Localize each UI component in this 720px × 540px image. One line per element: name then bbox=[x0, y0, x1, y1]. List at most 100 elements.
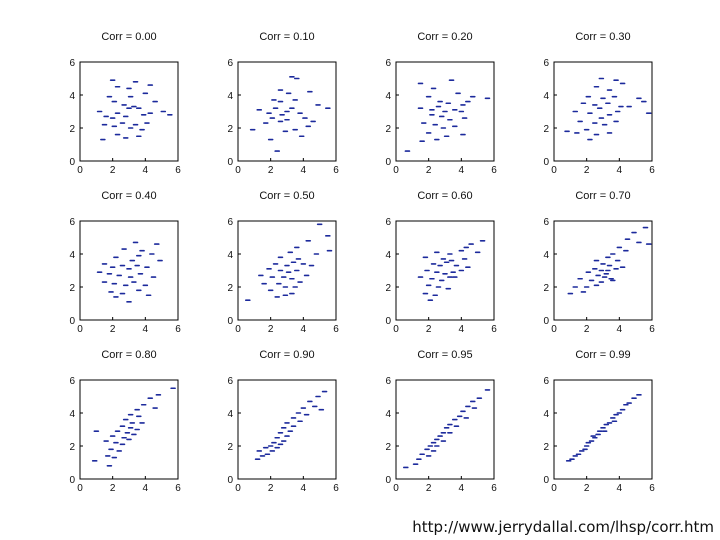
x-tick-label: 0 bbox=[393, 324, 399, 335]
x-tick-label: 4 bbox=[459, 324, 465, 335]
y-tick-label: 2 bbox=[385, 124, 391, 135]
x-tick-label: 2 bbox=[426, 324, 432, 335]
panel-title: Corr = 0.60 bbox=[417, 190, 472, 202]
y-tick-label: 4 bbox=[69, 91, 75, 102]
y-tick-label: 0 bbox=[69, 157, 75, 168]
x-tick-label: 4 bbox=[143, 483, 149, 494]
x-tick-label: 4 bbox=[617, 165, 623, 176]
x-tick-label: 4 bbox=[459, 483, 465, 494]
x-tick-label: 4 bbox=[617, 324, 623, 335]
plot-frame bbox=[395, 220, 495, 321]
x-tick-label: 2 bbox=[110, 483, 116, 494]
x-tick-label: 2 bbox=[268, 324, 274, 335]
y-tick-label: 0 bbox=[227, 157, 233, 168]
plot-frame bbox=[79, 220, 179, 321]
panel-title: Corr = 0.00 bbox=[101, 31, 156, 43]
x-tick-label: 0 bbox=[235, 165, 241, 176]
y-tick-label: 4 bbox=[227, 91, 233, 102]
x-tick-label: 4 bbox=[301, 165, 307, 176]
y-tick-label: 4 bbox=[69, 250, 75, 261]
y-tick-label: 6 bbox=[69, 58, 75, 69]
scatter-panel: Corr = 0.80 0 2 4 6 0 2 4 6 bbox=[69, 349, 181, 494]
scatter-panel: Corr = 0.40 0 2 4 6 0 2 4 6 bbox=[69, 190, 181, 335]
y-tick-label: 4 bbox=[227, 250, 233, 261]
x-tick-label: 0 bbox=[235, 324, 241, 335]
y-tick-label: 6 bbox=[543, 217, 549, 228]
x-tick-label: 0 bbox=[393, 483, 399, 494]
panel-title: Corr = 0.30 bbox=[575, 31, 630, 43]
scatter-plot-grid: Corr = 0.00 0 2 4 6 0 2 4 6 Corr = 0.10 0 2 4 6 0 2 4 6 Co… bbox=[69, 31, 655, 494]
plot-frame bbox=[237, 220, 337, 321]
x-tick-label: 0 bbox=[393, 165, 399, 176]
scatter-panel: Corr = 0.10 0 2 4 6 0 2 4 6 bbox=[227, 31, 339, 176]
x-tick-label: 6 bbox=[333, 483, 339, 494]
plot-frame bbox=[79, 61, 179, 162]
y-tick-label: 0 bbox=[543, 475, 549, 486]
x-tick-label: 4 bbox=[617, 483, 623, 494]
panel-title: Corr = 0.80 bbox=[101, 349, 156, 361]
y-tick-label: 0 bbox=[543, 157, 549, 168]
y-tick-label: 0 bbox=[385, 475, 391, 486]
x-tick-label: 2 bbox=[268, 483, 274, 494]
y-tick-label: 2 bbox=[543, 283, 549, 294]
y-tick-label: 2 bbox=[385, 442, 391, 453]
x-tick-label: 6 bbox=[491, 483, 497, 494]
y-tick-label: 2 bbox=[227, 283, 233, 294]
x-tick-label: 2 bbox=[110, 324, 116, 335]
y-tick-label: 4 bbox=[385, 409, 391, 420]
x-tick-label: 4 bbox=[143, 165, 149, 176]
x-tick-label: 6 bbox=[175, 483, 181, 494]
plot-frame bbox=[553, 61, 653, 162]
x-tick-label: 6 bbox=[491, 324, 497, 335]
y-tick-label: 0 bbox=[385, 157, 391, 168]
scatter-panel: Corr = 0.60 0 2 4 6 0 2 4 6 bbox=[385, 190, 497, 335]
x-tick-label: 2 bbox=[110, 165, 116, 176]
scatter-panel: Corr = 0.00 0 2 4 6 0 2 4 6 bbox=[69, 31, 181, 176]
y-tick-label: 6 bbox=[385, 217, 391, 228]
plot-frame bbox=[553, 379, 653, 480]
x-tick-label: 6 bbox=[491, 165, 497, 176]
y-tick-label: 2 bbox=[543, 124, 549, 135]
x-tick-label: 6 bbox=[333, 165, 339, 176]
y-tick-label: 2 bbox=[69, 124, 75, 135]
panel-title: Corr = 0.50 bbox=[259, 190, 314, 202]
y-tick-label: 6 bbox=[69, 217, 75, 228]
y-tick-label: 6 bbox=[385, 58, 391, 69]
x-tick-label: 2 bbox=[584, 165, 590, 176]
x-tick-label: 0 bbox=[551, 165, 557, 176]
y-tick-label: 6 bbox=[69, 376, 75, 387]
plot-frame bbox=[553, 220, 653, 321]
y-tick-label: 6 bbox=[385, 376, 391, 387]
x-tick-label: 6 bbox=[175, 324, 181, 335]
panel-title: Corr = 0.99 bbox=[575, 349, 630, 361]
y-tick-label: 2 bbox=[543, 442, 549, 453]
y-tick-label: 0 bbox=[69, 475, 75, 486]
plot-frame bbox=[395, 379, 495, 480]
x-tick-label: 4 bbox=[459, 165, 465, 176]
scatter-panel: Corr = 0.70 0 2 4 6 0 2 4 6 bbox=[543, 190, 655, 335]
y-tick-label: 0 bbox=[227, 316, 233, 327]
y-tick-label: 4 bbox=[543, 409, 549, 420]
y-tick-label: 2 bbox=[385, 283, 391, 294]
panel-title: Corr = 0.10 bbox=[259, 31, 314, 43]
scatter-panel: Corr = 0.30 0 2 4 6 0 2 4 6 bbox=[543, 31, 655, 176]
x-tick-label: 2 bbox=[426, 483, 432, 494]
y-tick-label: 2 bbox=[69, 442, 75, 453]
y-tick-label: 6 bbox=[543, 376, 549, 387]
x-tick-label: 6 bbox=[649, 324, 655, 335]
x-tick-label: 0 bbox=[235, 483, 241, 494]
x-tick-label: 2 bbox=[584, 483, 590, 494]
y-tick-label: 6 bbox=[227, 58, 233, 69]
y-tick-label: 4 bbox=[385, 250, 391, 261]
x-tick-label: 0 bbox=[77, 165, 83, 176]
y-tick-label: 4 bbox=[543, 250, 549, 261]
y-tick-label: 0 bbox=[385, 316, 391, 327]
x-tick-label: 6 bbox=[649, 165, 655, 176]
y-tick-label: 6 bbox=[543, 58, 549, 69]
y-tick-label: 6 bbox=[227, 217, 233, 228]
x-tick-label: 0 bbox=[77, 483, 83, 494]
y-tick-label: 2 bbox=[227, 442, 233, 453]
x-tick-label: 6 bbox=[333, 324, 339, 335]
y-tick-label: 4 bbox=[385, 91, 391, 102]
plot-frame bbox=[237, 61, 337, 162]
